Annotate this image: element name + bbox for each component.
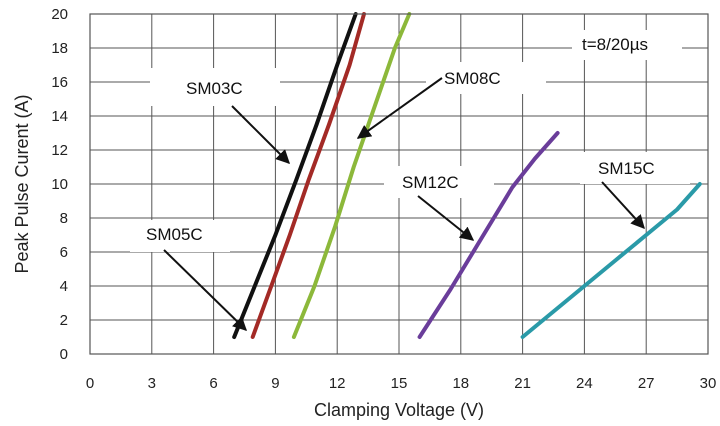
series-line-sm08c (291, 12, 412, 339)
x-tick-label: 3 (148, 375, 156, 392)
x-axis-title: Clamping Voltage (V) (314, 400, 484, 420)
y-tick-label: 10 (51, 176, 68, 193)
annotation-label-sm12c: SM12C (402, 173, 459, 192)
annotation-arrow-sm15c (601, 181, 645, 230)
y-axis-title: Peak Pulse Curent (A) (12, 94, 32, 273)
x-tick-label: 0 (86, 375, 94, 392)
annotation-label-sm05c: SM05C (146, 225, 203, 244)
x-tick-label: 15 (391, 375, 408, 392)
x-tick-label: 21 (514, 375, 531, 392)
x-tick-label: 6 (209, 375, 217, 392)
annotation-box-sm08c (426, 62, 546, 94)
x-tick-labels: 0 3 6 9 12 15 18 21 24 27 30 (86, 375, 717, 392)
annotations: SM03C SM05C SM08C SM12C SM15C (130, 62, 690, 331)
series-line-sm15c (520, 182, 702, 339)
x-tick-label: 30 (700, 375, 717, 392)
annotation-box-sm12c (384, 166, 494, 198)
y-tick-label: 4 (60, 278, 68, 295)
series-line-sm03c (232, 12, 358, 339)
annotation-arrow-sm05c (163, 249, 248, 331)
plot-border (89, 13, 709, 355)
annotation-arrow-sm03c (231, 105, 290, 164)
annotation-box-sm05c (130, 220, 230, 252)
x-tick-label: 27 (638, 375, 655, 392)
series-line-sm05c (250, 12, 366, 339)
series-lines (232, 12, 702, 339)
series-line-sm12c (417, 131, 560, 339)
y-tick-label: 16 (51, 74, 68, 91)
y-tick-label: 8 (60, 210, 68, 227)
y-tick-label: 18 (51, 40, 68, 57)
annotation-label-sm03c: SM03C (186, 79, 243, 98)
y-tick-labels: 0 2 4 6 8 10 12 14 16 18 20 (51, 6, 68, 363)
y-tick-label: 2 (60, 312, 68, 329)
annotation-arrow-sm08c (356, 77, 443, 139)
condition-note-box (572, 30, 682, 60)
annotation-arrow-sm12c (417, 195, 475, 241)
x-tick-label: 18 (452, 375, 469, 392)
y-tick-label: 20 (51, 6, 68, 23)
x-tick-label: 9 (271, 375, 279, 392)
annotation-box-sm03c (150, 68, 280, 106)
annotation-box-sm15c (580, 152, 690, 184)
y-tick-label: 6 (60, 244, 68, 261)
y-tick-label: 14 (51, 108, 68, 125)
y-tick-label: 0 (60, 346, 68, 363)
x-tick-label: 12 (329, 375, 346, 392)
x-tick-label: 24 (576, 375, 593, 392)
condition-note: t=8/20µs (582, 35, 648, 54)
y-tick-label: 12 (51, 142, 68, 159)
annotation-label-sm15c: SM15C (598, 159, 655, 178)
annotation-label-sm08c: SM08C (444, 69, 501, 88)
